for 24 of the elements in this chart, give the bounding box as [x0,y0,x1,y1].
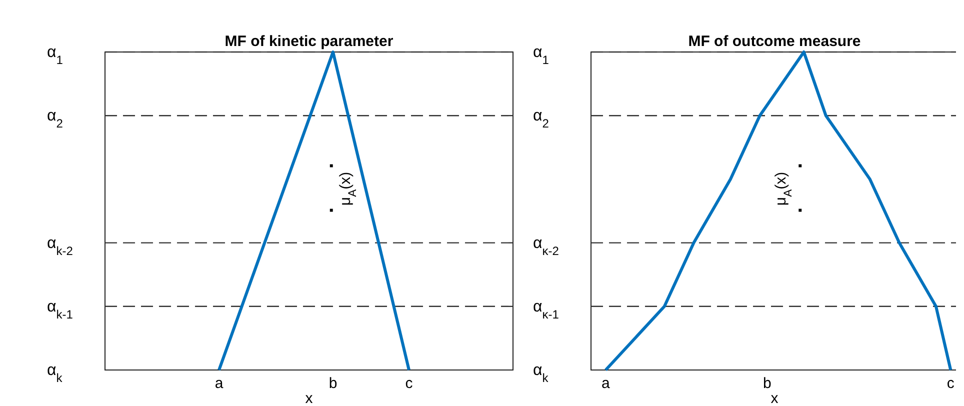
ref-line-label: α$_{k-1}$ [47,298,74,322]
x-tick-label: a [602,375,611,392]
annotation: ▪ [798,158,802,173]
annotation: ▪ [329,203,334,218]
ref-line-label: α$_{κ-2}$ [533,234,560,258]
ref-line-label: α$_{2}$ [533,108,550,131]
x-tick-label: c [946,375,955,392]
x-tick-label: b [762,375,772,392]
ref-line-label: α$_{2}$ [47,108,64,131]
annotation: ▪ [329,158,334,173]
x-tick-label: a [214,375,224,392]
x-tick-label: b [328,375,338,392]
ref-line-label: α$_{κ-1}$ [533,298,560,322]
annotation: ▪ [798,203,802,218]
ref-line-label: α$_{1}$ [533,44,550,67]
chart-title: MF of outcome measure [688,33,861,50]
ref-line-label: α$_{1}$ [47,44,64,67]
text: α$_{k}$ [533,362,550,385]
chart-title: MF of kinetic parameter [224,33,394,50]
x-axis-title: x [305,390,314,406]
ref-line-label: α$_{k-2}$ [47,234,74,258]
x-tick-label: c [405,375,414,392]
text: α$_{k}$ [47,362,64,385]
x-axis-title: x [770,390,779,406]
